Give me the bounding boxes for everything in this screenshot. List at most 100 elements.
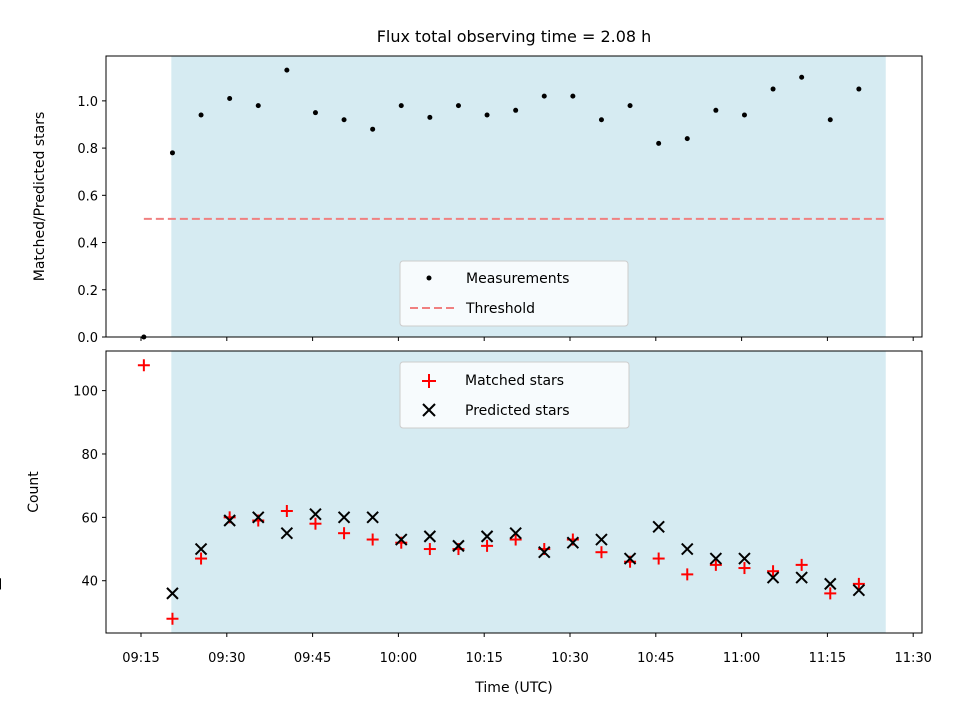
measurement-point	[684, 136, 690, 142]
predicted-star-point	[509, 526, 522, 540]
predicted-star-point	[795, 571, 808, 584]
legend-measurements-label: Measurements	[466, 271, 569, 287]
bottom-y-tick-label: 60	[81, 511, 98, 526]
matched-star-point	[195, 552, 208, 565]
measurement-point	[713, 107, 719, 113]
measurement-point	[770, 86, 776, 92]
x-tick-label: 09:30	[208, 651, 245, 666]
legend-matched-marker	[422, 374, 436, 388]
measurement-point	[513, 107, 519, 113]
bottom-y-tick-label: 40	[81, 575, 98, 590]
predicted-star-point	[480, 530, 494, 543]
matched-star-point	[137, 359, 150, 372]
predicted-star-point	[223, 514, 236, 527]
measurement-point	[570, 93, 576, 99]
predicted-star-point	[395, 533, 408, 546]
matched-star-point	[280, 505, 293, 518]
measurement-point	[198, 112, 204, 118]
bottom-y-axis-label: Count	[26, 471, 42, 513]
legend-predicted-marker	[422, 403, 436, 417]
predicted-star-point	[824, 577, 837, 591]
predicted-star-point	[309, 507, 322, 521]
bottom-axes-frame	[105, 350, 923, 634]
measurement-point	[799, 74, 805, 80]
predicted-star-point	[766, 571, 780, 584]
top-y-tick-label: 0.4	[77, 237, 98, 252]
matched-star-point	[795, 558, 808, 571]
matched-star-point	[738, 562, 751, 575]
predicted-star-point	[280, 526, 294, 540]
predicted-star-point	[595, 533, 608, 546]
matched-star-point	[595, 546, 608, 559]
bottom-y-tick-label: 80	[81, 448, 98, 463]
predicted-star-point	[452, 539, 465, 553]
measurement-point	[427, 114, 433, 120]
predicted-star-point	[566, 536, 580, 549]
measurement-point	[541, 93, 547, 99]
matched-star-point	[166, 612, 179, 625]
predicted-star-point	[738, 552, 751, 565]
matched-star-point	[481, 539, 494, 552]
x-tick-label: 09:45	[294, 651, 331, 666]
top-y-tick-label: 0.6	[77, 189, 98, 204]
predicted-star-point	[623, 552, 637, 565]
matched-star-point	[709, 558, 722, 571]
predicted-star-point	[337, 511, 351, 524]
measurement-point	[741, 112, 747, 118]
x-tick-label: 10:00	[380, 651, 417, 666]
predicted-star-point	[652, 520, 665, 534]
top-y-tick-label: 0.8	[77, 142, 98, 157]
matched-star-point	[652, 552, 665, 565]
predicted-star-point	[709, 552, 723, 565]
measurement-point	[284, 67, 290, 73]
measurement-point	[627, 103, 633, 109]
matched-star-point	[509, 533, 522, 546]
measurement-point	[312, 110, 318, 116]
measurement-point	[255, 103, 261, 109]
predicted-star-point	[423, 530, 437, 543]
predicted-star-point	[194, 542, 208, 556]
measurement-point	[169, 150, 175, 156]
bottom-y-tick-label: 100	[73, 385, 98, 400]
measurement-point	[398, 103, 404, 109]
measurement-point	[656, 140, 662, 146]
top-y-axis-label: Matched/Predicted stars	[32, 112, 48, 282]
matched-star-point	[824, 587, 837, 600]
measurement-point	[370, 126, 376, 132]
bottom-panel: 40 60 80 100 09:15 09:30 09:45 10:00 10:15 10:30…	[0, 350, 932, 696]
x-tick-label: 10:45	[637, 651, 674, 666]
predicted-star-point	[166, 587, 179, 600]
legend-predicted-label: Predicted stars	[465, 403, 570, 419]
matched-star-point	[767, 565, 780, 578]
top-y-tick-label: 0.2	[77, 284, 98, 299]
predicted-star-point	[366, 511, 379, 524]
predicted-star-point	[681, 542, 694, 556]
x-tick-label: 10:30	[551, 651, 588, 666]
predicted-star-point	[852, 584, 866, 597]
legend-measurements-marker	[426, 275, 432, 281]
top-y-tick-label: 1.0	[77, 95, 98, 110]
matched-star-point	[366, 533, 379, 546]
measurement-point	[455, 103, 461, 109]
matched-star-point	[338, 527, 351, 540]
x-tick-label: 11:15	[809, 651, 846, 666]
measurement-point	[598, 117, 604, 123]
matched-star-point	[423, 543, 436, 556]
x-axis-label: Time (UTC)	[474, 680, 552, 696]
matched-star-point	[852, 577, 865, 590]
measurement-point	[227, 96, 233, 102]
matched-star-point	[681, 568, 694, 581]
top-axes-frame	[105, 55, 923, 338]
chart-title: Flux total observing time = 2.08 h	[377, 27, 652, 46]
x-tick-label: 11:00	[723, 651, 760, 666]
measurement-point	[856, 86, 862, 92]
predicted-star-point	[252, 511, 265, 524]
legend-threshold-label: Threshold	[465, 301, 535, 317]
measurement-point	[827, 117, 833, 123]
x-tick-label: 09:15	[122, 651, 159, 666]
measurement-point	[484, 112, 490, 118]
x-tick-label: 11:30	[894, 651, 931, 666]
x-tick-label: 10:15	[465, 651, 502, 666]
matched-star-point	[309, 517, 322, 530]
